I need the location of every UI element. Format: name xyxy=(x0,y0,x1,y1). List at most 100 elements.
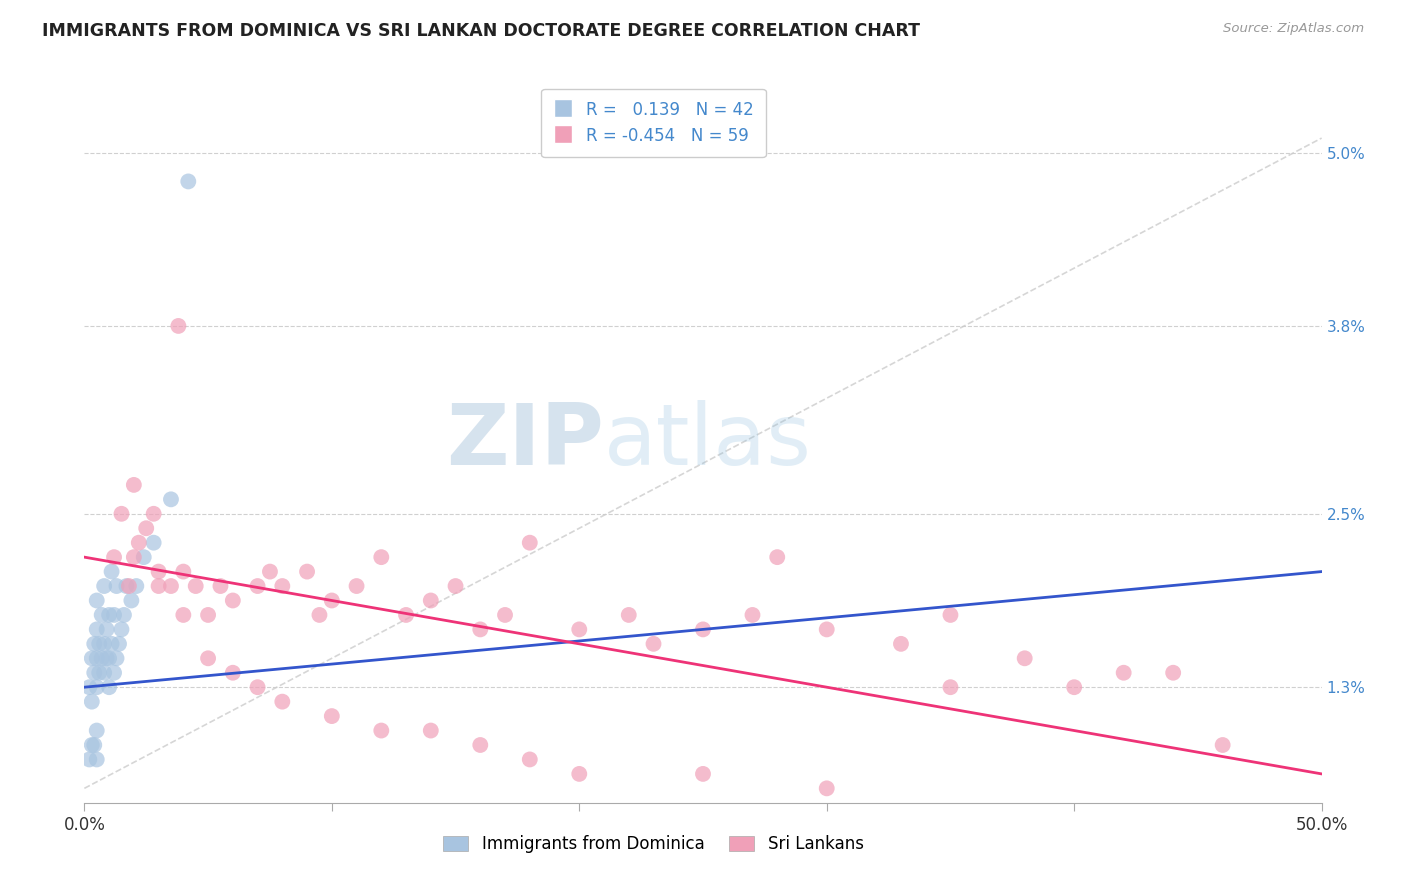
Point xyxy=(321,593,343,607)
Point xyxy=(370,723,392,738)
Point xyxy=(93,579,115,593)
Point xyxy=(148,579,170,593)
Point xyxy=(93,665,115,680)
Point xyxy=(815,781,838,796)
Point xyxy=(890,637,912,651)
Point xyxy=(110,507,132,521)
Point xyxy=(100,565,122,579)
Point xyxy=(105,579,128,593)
Point xyxy=(86,723,108,738)
Point xyxy=(308,607,330,622)
Point xyxy=(1112,665,1135,680)
Point xyxy=(86,593,108,607)
Point xyxy=(568,623,591,637)
Text: Source: ZipAtlas.com: Source: ZipAtlas.com xyxy=(1223,22,1364,36)
Point xyxy=(692,767,714,781)
Point xyxy=(766,550,789,565)
Point xyxy=(96,623,118,637)
Point xyxy=(103,550,125,565)
Point xyxy=(160,579,183,593)
Point xyxy=(86,651,108,665)
Point xyxy=(83,738,105,752)
Point xyxy=(172,565,194,579)
Point xyxy=(125,579,148,593)
Point xyxy=(177,174,200,188)
Point xyxy=(98,680,121,694)
Point xyxy=(80,651,103,665)
Point xyxy=(89,637,111,651)
Point xyxy=(122,550,145,565)
Point xyxy=(1212,738,1234,752)
Point xyxy=(103,665,125,680)
Point xyxy=(444,579,467,593)
Point xyxy=(79,680,101,694)
Point xyxy=(197,607,219,622)
Point xyxy=(128,535,150,549)
Point xyxy=(148,565,170,579)
Point xyxy=(519,752,541,766)
Point xyxy=(86,752,108,766)
Point xyxy=(419,593,441,607)
Point xyxy=(815,623,838,637)
Point xyxy=(122,478,145,492)
Point xyxy=(118,579,141,593)
Point xyxy=(86,623,108,637)
Point xyxy=(142,507,165,521)
Point xyxy=(197,651,219,665)
Point xyxy=(172,607,194,622)
Point xyxy=(112,607,135,622)
Point xyxy=(643,637,665,651)
Point xyxy=(1014,651,1036,665)
Point xyxy=(83,637,105,651)
Legend: Immigrants from Dominica, Sri Lankans: Immigrants from Dominica, Sri Lankans xyxy=(437,828,870,860)
Point xyxy=(246,579,269,593)
Point xyxy=(519,535,541,549)
Point xyxy=(90,651,112,665)
Point xyxy=(108,637,131,651)
Point xyxy=(142,535,165,549)
Point xyxy=(83,665,105,680)
Point xyxy=(370,550,392,565)
Point xyxy=(346,579,368,593)
Point xyxy=(135,521,157,535)
Point xyxy=(132,550,155,565)
Point xyxy=(115,579,138,593)
Point xyxy=(395,607,418,622)
Point xyxy=(98,651,121,665)
Point xyxy=(184,579,207,593)
Point xyxy=(222,593,245,607)
Point xyxy=(160,492,183,507)
Point xyxy=(100,637,122,651)
Point xyxy=(692,623,714,637)
Text: atlas: atlas xyxy=(605,400,813,483)
Point xyxy=(90,607,112,622)
Point xyxy=(470,738,492,752)
Point xyxy=(470,623,492,637)
Point xyxy=(419,723,441,738)
Point xyxy=(222,665,245,680)
Point xyxy=(209,579,232,593)
Point xyxy=(105,651,128,665)
Point xyxy=(89,665,111,680)
Point xyxy=(96,651,118,665)
Point xyxy=(321,709,343,723)
Point xyxy=(98,607,121,622)
Point xyxy=(246,680,269,694)
Point xyxy=(80,695,103,709)
Point xyxy=(110,623,132,637)
Point xyxy=(295,565,318,579)
Point xyxy=(93,637,115,651)
Point xyxy=(1161,665,1184,680)
Point xyxy=(1063,680,1085,694)
Point xyxy=(271,579,294,593)
Point xyxy=(741,607,763,622)
Point xyxy=(120,593,142,607)
Point xyxy=(494,607,516,622)
Point xyxy=(617,607,640,622)
Point xyxy=(167,318,190,333)
Text: ZIP: ZIP xyxy=(446,400,605,483)
Point xyxy=(271,695,294,709)
Point xyxy=(80,738,103,752)
Point xyxy=(79,752,101,766)
Point xyxy=(568,767,591,781)
